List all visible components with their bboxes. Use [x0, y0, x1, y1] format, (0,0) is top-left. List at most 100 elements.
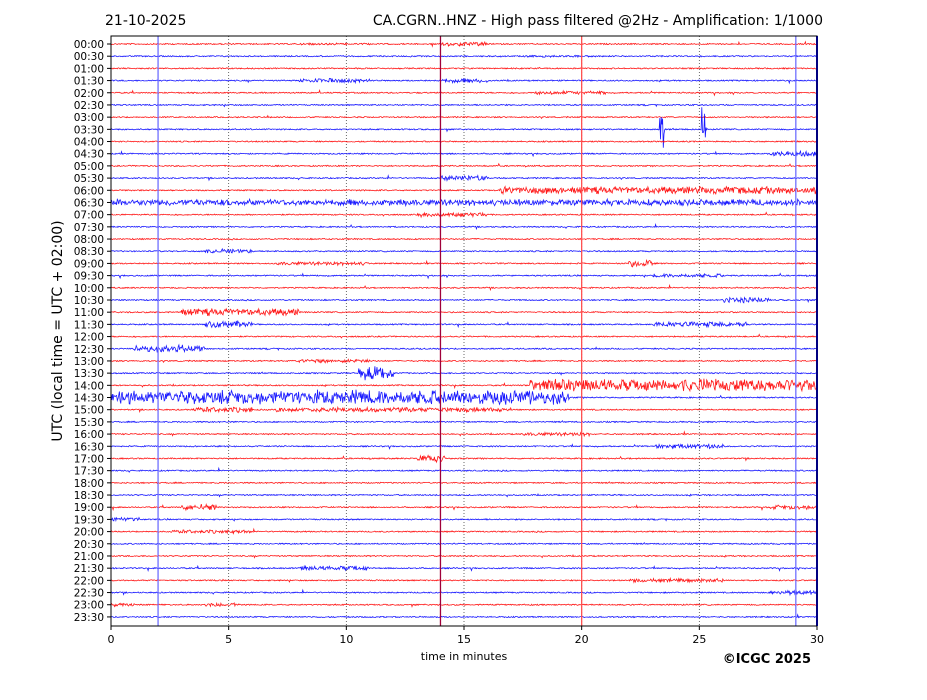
trace-0700 [110, 211, 817, 219]
trace-1630 [110, 443, 817, 450]
y-tick-label: 10:30 [74, 295, 104, 307]
y-tick-label: 02:00 [74, 88, 104, 100]
trace-2130 [110, 564, 817, 572]
trace-0530 [110, 174, 817, 182]
y-tick-label: 15:00 [74, 405, 104, 417]
y-tick-label: 00:30 [74, 51, 104, 63]
trace-0830 [110, 247, 817, 254]
trace-1430 [110, 389, 817, 406]
trace-1100 [110, 307, 817, 317]
trace-0730 [110, 222, 817, 231]
y-tick-label: 21:30 [74, 563, 104, 575]
y-tick-label: 14:00 [74, 380, 104, 392]
y-tick-label: 01:00 [74, 63, 104, 75]
y-tick-label: 22:00 [74, 575, 104, 587]
y-tick-label: 19:30 [74, 514, 104, 526]
trace-1500 [110, 405, 817, 414]
y-tick-label: 00:00 [74, 39, 104, 51]
trace-1130 [110, 320, 817, 329]
trace-1700 [110, 454, 817, 464]
y-tick-label: 01:30 [74, 76, 104, 88]
y-tick-label: 03:30 [74, 124, 104, 136]
trace-0330 [110, 107, 817, 148]
trace-2030 [110, 542, 817, 546]
y-tick-label: 19:00 [74, 502, 104, 514]
y-tick-label: 16:30 [74, 441, 104, 453]
x-tick-label: 5 [225, 633, 232, 646]
trace-2200 [110, 576, 817, 584]
trace-0000 [110, 40, 817, 48]
x-tick-label: 0 [108, 633, 115, 646]
trace-0500 [110, 162, 817, 168]
trace-0230 [110, 103, 817, 108]
trace-1900 [110, 503, 817, 512]
trace-1930 [110, 516, 817, 523]
y-tick-label: 09:30 [74, 271, 104, 283]
y-tick-label: 07:30 [74, 222, 104, 234]
y-tick-label: 13:30 [74, 368, 104, 380]
x-tick-label: 30 [810, 633, 824, 646]
y-tick-label: 02:30 [74, 100, 104, 112]
x-tick-label: 20 [575, 633, 589, 646]
trace-0900 [110, 258, 817, 268]
trace-1600 [110, 430, 817, 438]
trace-1200 [110, 333, 817, 339]
traces [110, 40, 817, 619]
trace-0100 [110, 66, 817, 70]
x-tick-label: 10 [339, 633, 353, 646]
x-axis: 0 5 10 15 20 25 30 [108, 626, 824, 646]
trace-2000 [110, 527, 817, 535]
y-tick-label: 13:00 [74, 356, 104, 368]
trace-2330 [110, 613, 817, 619]
y-tick-label: 20:30 [74, 539, 104, 551]
y-tick-label: 06:30 [74, 197, 104, 209]
trace-0200 [110, 89, 817, 97]
y-tick-label: 10:00 [74, 283, 104, 295]
y-tick-label: 08:00 [74, 234, 104, 246]
y-tick-label: 08:30 [74, 246, 104, 258]
trace-2300 [110, 601, 817, 608]
y-axis: 00:0000:3001:0001:3002:0002:3003:0003:30… [74, 39, 111, 624]
trace-1800 [110, 481, 817, 485]
trace-1030 [110, 296, 817, 304]
y-tick-label: 23:30 [74, 612, 104, 624]
y-tick-label: 18:30 [74, 490, 104, 502]
y-tick-label: 23:00 [74, 600, 104, 612]
trace-1830 [110, 493, 817, 498]
y-tick-label: 16:00 [74, 429, 104, 441]
trace-0400 [110, 140, 817, 143]
y-tick-label: 15:30 [74, 417, 104, 429]
y-tick-label: 11:00 [74, 307, 104, 319]
trace-2100 [110, 554, 817, 559]
marker-lines [157, 36, 818, 626]
trace-0430 [110, 149, 817, 158]
copyright: ©ICGC 2025 [723, 652, 811, 667]
x-tick-label: 15 [457, 633, 471, 646]
chart-date: 21-10-2025 [105, 13, 186, 29]
trace-1400 [110, 378, 817, 393]
y-tick-label: 18:00 [74, 478, 104, 490]
y-tick-label: 12:30 [74, 344, 104, 356]
y-tick-label: 20:00 [74, 527, 104, 539]
y-tick-label: 21:00 [74, 551, 104, 563]
y-tick-label: 09:00 [74, 258, 104, 270]
trace-1230 [110, 343, 817, 354]
chart-title: CA.CGRN..HNZ - High pass filtered @2Hz -… [373, 13, 823, 29]
y-tick-label: 22:30 [74, 588, 104, 600]
y-axis-label: UTC (local time = UTC + 02:00) [50, 220, 66, 441]
trace-0800 [110, 237, 817, 241]
trace-0030 [110, 54, 817, 59]
trace-1330 [110, 366, 817, 381]
trace-0130 [110, 77, 817, 85]
y-tick-label: 17:30 [74, 466, 104, 478]
y-tick-label: 04:00 [74, 137, 104, 149]
grid-lines [228, 36, 700, 626]
y-tick-label: 05:00 [74, 161, 104, 173]
trace-0930 [110, 272, 817, 280]
trace-0600 [110, 185, 817, 196]
trace-1000 [110, 283, 817, 292]
y-tick-label: 04:30 [74, 149, 104, 161]
y-tick-label: 07:00 [74, 210, 104, 222]
y-tick-label: 03:00 [74, 112, 104, 124]
trace-1730 [110, 466, 817, 473]
